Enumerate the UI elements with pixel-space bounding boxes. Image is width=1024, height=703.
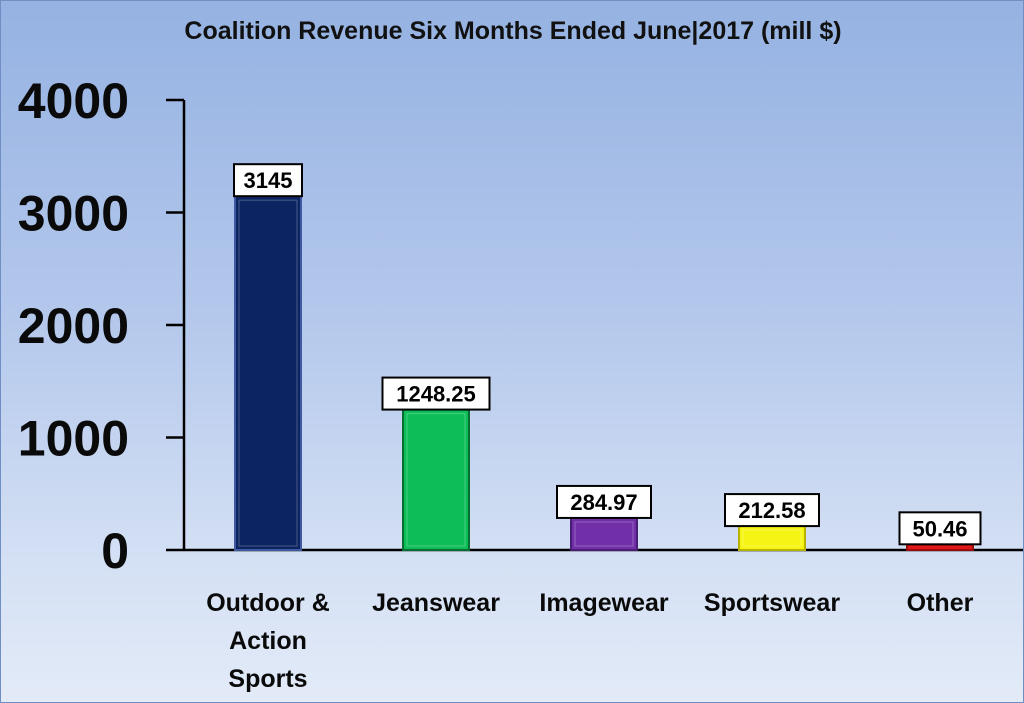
bar-rect [570,516,638,551]
data-label-3: 212.58 [724,493,820,528]
data-label-box [898,511,982,546]
data-label-text: 50.46 [912,516,967,541]
x-axis-tick-label: Action [229,627,307,655]
bar-2 [570,516,638,551]
data-label-2: 284.97 [556,484,652,519]
bars [234,195,974,552]
data-label-box [556,484,652,519]
x-axis-tick-labels: Outdoor & Action Sports Jeanswear Imagewear S… [206,589,973,693]
data-label-box [233,163,303,198]
data-label-1: 1248.25 [381,376,491,411]
y-axis-tick-label: 1000 [18,411,129,467]
y-axis-tick-label: 4000 [18,73,129,129]
data-label-box [724,493,820,528]
x-axis-tick-label: Jeanswear [372,589,500,617]
bar-bevel [238,199,298,547]
bar-rect [234,195,302,551]
data-label-text: 3145 [244,168,293,193]
data-labels: 3145 1248.25 284.97 212.58 50.46 [233,163,982,546]
y-axis-tick-label: 0 [101,523,129,579]
bar-rect [402,408,470,551]
y-axis-tick-label: 2000 [18,298,129,354]
x-axis-tick-label: Sportswear [704,589,840,617]
bar-0 [234,195,302,551]
bar-bevel [574,521,634,547]
data-label-4: 50.46 [898,511,982,546]
data-label-text: 212.58 [738,498,805,523]
bar-3 [738,525,806,552]
bar-1 [402,408,470,551]
x-axis-tick-label: Other [907,589,974,617]
data-label-text: 284.97 [570,490,637,515]
y-axis-tick-label: 3000 [18,186,129,242]
bar-bevel [742,529,802,547]
data-label-box [381,376,491,411]
x-axis-tick-label: Imagewear [539,589,669,617]
data-label-text: 1248.25 [396,382,476,407]
bar-bevel [406,413,466,547]
x-axis-tick-label: Sports [228,665,307,693]
x-axis-tick-label: Outdoor & [206,589,330,617]
chart-title: Coalition Revenue Six Months Ended June|… [184,17,841,45]
data-label-0: 3145 [233,163,303,198]
y-axis-tick-labels: 0 1000 2000 3000 4000 [18,73,129,579]
